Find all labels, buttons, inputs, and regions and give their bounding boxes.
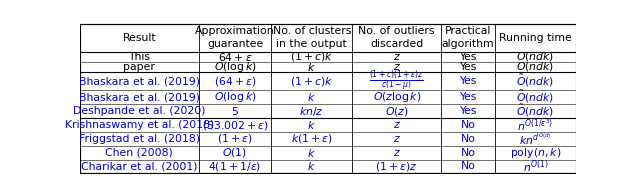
Text: $\mathrm{poly}(n,k)$: $\mathrm{poly}(n,k)$ (510, 146, 561, 160)
Text: No: No (461, 134, 476, 144)
Text: $n^{O(1)}$: $n^{O(1)}$ (523, 158, 548, 175)
Text: $O(1)$: $O(1)$ (223, 146, 248, 159)
Text: Krishnaswamy et al. (2018): Krishnaswamy et al. (2018) (65, 120, 214, 130)
Text: $n^{O(1/\epsilon^3)}$: $n^{O(1/\epsilon^3)}$ (518, 117, 554, 133)
Text: Bhaskara et al. (2019): Bhaskara et al. (2019) (79, 92, 200, 102)
Text: $(64+\epsilon)$: $(64+\epsilon)$ (214, 75, 256, 88)
Text: $\tilde{O}(ndk)$: $\tilde{O}(ndk)$ (516, 73, 555, 89)
Text: $k$: $k$ (307, 61, 316, 73)
Text: $O(z)$: $O(z)$ (385, 105, 408, 118)
Text: Yes: Yes (460, 52, 477, 62)
Text: $O(\log k)$: $O(\log k)$ (214, 60, 257, 74)
Text: $z$: $z$ (393, 52, 401, 62)
Text: No. of clusters
in the output: No. of clusters in the output (273, 26, 351, 49)
Text: Friggstad et al. (2018): Friggstad et al. (2018) (79, 134, 200, 144)
Text: $4(1+1/\epsilon)$: $4(1+1/\epsilon)$ (209, 160, 262, 173)
Text: $z$: $z$ (393, 148, 401, 158)
Text: $(1+\epsilon)z$: $(1+\epsilon)z$ (376, 160, 418, 173)
Text: $5$: $5$ (231, 105, 239, 117)
Text: $(1+c)k$: $(1+c)k$ (290, 50, 333, 63)
Text: Yes: Yes (460, 62, 477, 72)
Text: $(1+\epsilon)$: $(1+\epsilon)$ (217, 132, 253, 145)
Text: Running time: Running time (499, 33, 572, 43)
Text: $64+\epsilon$: $64+\epsilon$ (218, 51, 252, 63)
Text: $k(1+\epsilon)$: $k(1+\epsilon)$ (291, 132, 333, 145)
Text: $k$: $k$ (307, 119, 316, 131)
Text: This: This (128, 52, 150, 62)
Text: $O(z\log k)$: $O(z\log k)$ (372, 90, 421, 104)
Text: $(1+c)k$: $(1+c)k$ (290, 75, 333, 88)
Text: $k$: $k$ (307, 147, 316, 159)
Text: Yes: Yes (460, 92, 477, 102)
Text: No: No (461, 120, 476, 130)
Text: Approximation
guarantee: Approximation guarantee (195, 26, 275, 49)
Text: $(53.002+\epsilon)$: $(53.002+\epsilon)$ (202, 119, 268, 131)
Text: $z$: $z$ (393, 62, 401, 72)
Text: $k$: $k$ (307, 91, 316, 103)
Text: $kn^{d^{O(d)}}$: $kn^{d^{O(d)}}$ (520, 131, 552, 146)
Text: $O(ndk)$: $O(ndk)$ (516, 50, 555, 63)
Text: Yes: Yes (460, 76, 477, 86)
Text: $k$: $k$ (307, 160, 316, 173)
Text: No: No (461, 161, 476, 171)
Text: No. of outliers
discarded: No. of outliers discarded (358, 26, 435, 49)
Text: Bhaskara et al. (2019): Bhaskara et al. (2019) (79, 76, 200, 86)
Text: Result: Result (122, 33, 156, 43)
Text: $\tilde{O}(ndk)$: $\tilde{O}(ndk)$ (516, 103, 555, 119)
Text: Chen (2008): Chen (2008) (106, 148, 173, 158)
Text: $O(ndk)$: $O(ndk)$ (516, 60, 555, 73)
Text: Deshpande et al. (2020): Deshpande et al. (2020) (73, 106, 205, 116)
Text: Practical
algorithm: Practical algorithm (442, 26, 495, 49)
Text: Charikar et al. (2001): Charikar et al. (2001) (81, 161, 198, 171)
Text: $kn/z$: $kn/z$ (300, 105, 324, 118)
Text: paper: paper (124, 62, 156, 72)
Text: $z$: $z$ (393, 134, 401, 144)
Text: No: No (461, 148, 476, 158)
Text: $z$: $z$ (393, 120, 401, 130)
Text: $\tilde{O}(ndk)$: $\tilde{O}(ndk)$ (516, 89, 555, 105)
Text: $O(\log k)$: $O(\log k)$ (214, 90, 257, 104)
Text: Yes: Yes (460, 106, 477, 116)
Text: $\frac{(1+c)(1+\epsilon)z}{c(1-\mu)}$: $\frac{(1+c)(1+\epsilon)z}{c(1-\mu)}$ (369, 68, 424, 94)
